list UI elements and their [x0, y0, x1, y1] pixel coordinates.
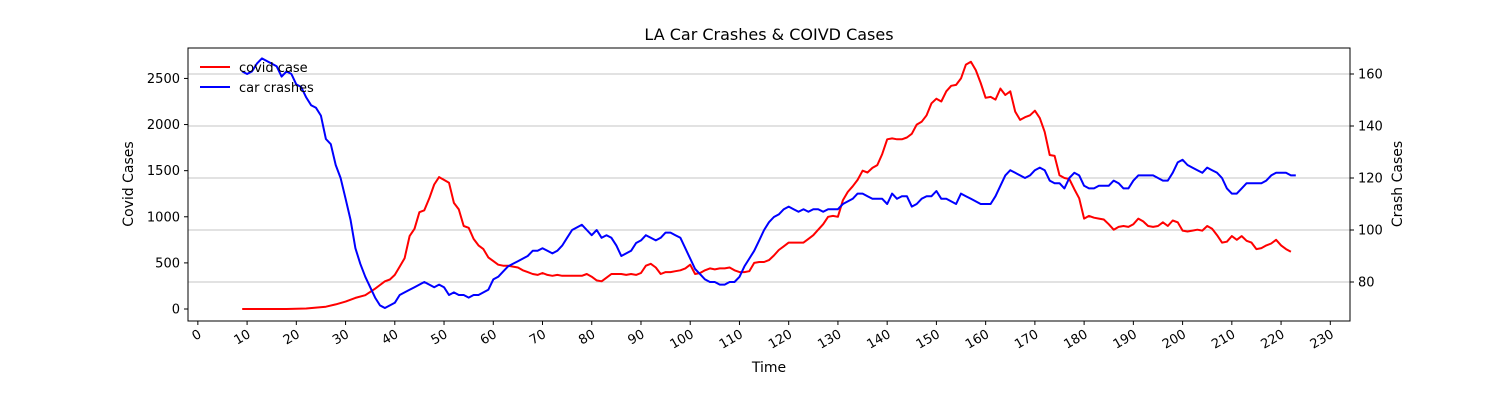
x-tick-label: 80 — [576, 327, 598, 348]
y-right-tick-label: 80 — [1358, 276, 1375, 291]
x-tick-label: 160 — [963, 327, 992, 352]
x-tick-label: 130 — [815, 327, 844, 352]
chart-title: LA Car Crashes & COIVD Cases — [644, 25, 893, 44]
y-left-tick-label: 2000 — [147, 118, 180, 133]
x-tick-label: 170 — [1012, 327, 1041, 352]
legend-label-car-crashes: car crashes — [239, 81, 314, 96]
y-left-tick-label: 500 — [155, 256, 180, 271]
y-axis-left-title: Covid Cases — [121, 141, 137, 226]
x-tick-label: 150 — [914, 327, 943, 352]
y-left-tick-label: 1000 — [147, 210, 180, 225]
x-tick-label: 220 — [1258, 327, 1287, 352]
y-left-tick-label: 0 — [172, 303, 180, 318]
x-tick-label: 180 — [1062, 327, 1091, 352]
legend: covid case car crashes — [200, 61, 314, 96]
x-tick-label: 190 — [1111, 327, 1140, 352]
y-left-tick-label: 1500 — [147, 164, 180, 179]
x-tick-label: 10 — [232, 327, 254, 348]
x-tick-label: 120 — [766, 327, 795, 352]
series-line-car-crashes — [241, 57, 1296, 309]
y-axis-right-title: Crash Cases — [1390, 141, 1406, 227]
x-tick-label: 60 — [478, 327, 500, 348]
legend-label-covid-case: covid case — [239, 61, 308, 76]
series-lines — [241, 57, 1296, 310]
x-tick-label: 0 — [190, 327, 205, 344]
x-tick-label: 50 — [429, 327, 451, 348]
y-axis-right: 80 100 120 140 160 — [1350, 68, 1383, 291]
y-right-tick-label: 140 — [1358, 120, 1383, 135]
x-tick-label: 20 — [281, 327, 303, 348]
x-tick-label: 110 — [717, 327, 746, 352]
x-tick-label: 40 — [379, 327, 401, 348]
y-right-tick-label: 120 — [1358, 172, 1383, 187]
x-tick-label: 30 — [330, 327, 352, 348]
x-tick-label: 230 — [1308, 327, 1337, 352]
series-line-covid-case — [242, 60, 1292, 310]
plot-frame — [187, 47, 1351, 322]
y-left-tick-label: 2500 — [147, 72, 180, 87]
x-tick-label: 140 — [865, 327, 894, 352]
x-tick-label: 100 — [668, 327, 697, 352]
x-tick-label: 70 — [527, 327, 549, 348]
y-right-tick-label: 160 — [1358, 68, 1383, 83]
x-axis-title: Time — [751, 360, 786, 376]
y-axis-left: 0 500 1000 1500 2000 2500 — [147, 72, 188, 318]
gridlines — [188, 73, 1350, 283]
x-tick-label: 210 — [1209, 327, 1238, 352]
x-axis: 0 10 20 30 40 50 60 70 80 90 100 110 120 130 140 150 160… — [190, 321, 1337, 352]
x-tick-label: 90 — [626, 327, 648, 348]
y-right-tick-label: 100 — [1358, 224, 1383, 239]
x-tick-label: 200 — [1160, 327, 1189, 352]
